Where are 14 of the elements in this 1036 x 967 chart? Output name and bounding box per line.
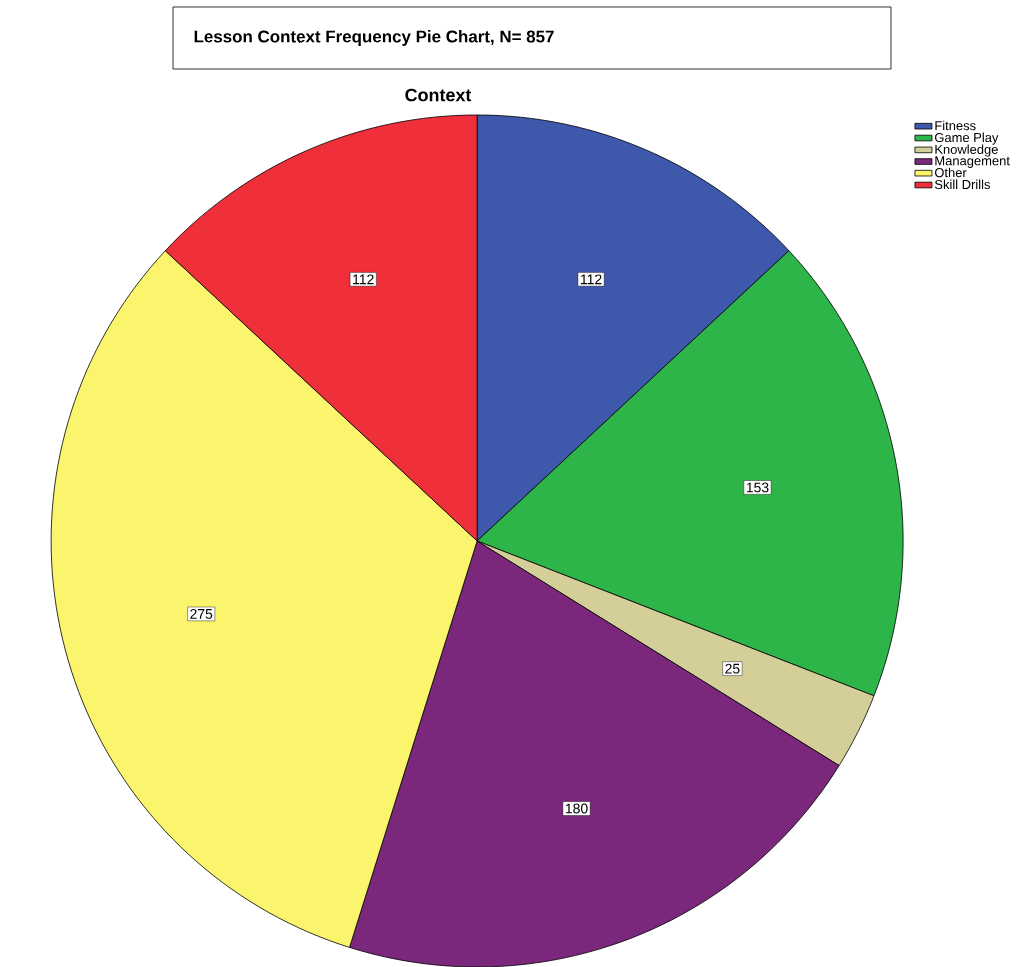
chart-subtitle: Context (405, 88, 472, 102)
data-label: 275 (190, 608, 213, 619)
data-label: 112 (580, 274, 602, 285)
legend-label: Management (935, 156, 1010, 168)
data-label: 112 (353, 274, 374, 285)
legend-label: Knowledge (935, 144, 998, 157)
legend-label: Skill Drills (934, 179, 990, 190)
data-label: 25 (725, 663, 740, 674)
data-label: 153 (746, 482, 769, 493)
legend-label: Fitness (935, 120, 976, 131)
legend-label: Game Play (935, 132, 999, 145)
data-label: 180 (565, 803, 588, 814)
chart-title: Lesson Context Frequency Pie Chart, N= 857 (194, 30, 554, 46)
legend-label: Other (934, 167, 967, 178)
